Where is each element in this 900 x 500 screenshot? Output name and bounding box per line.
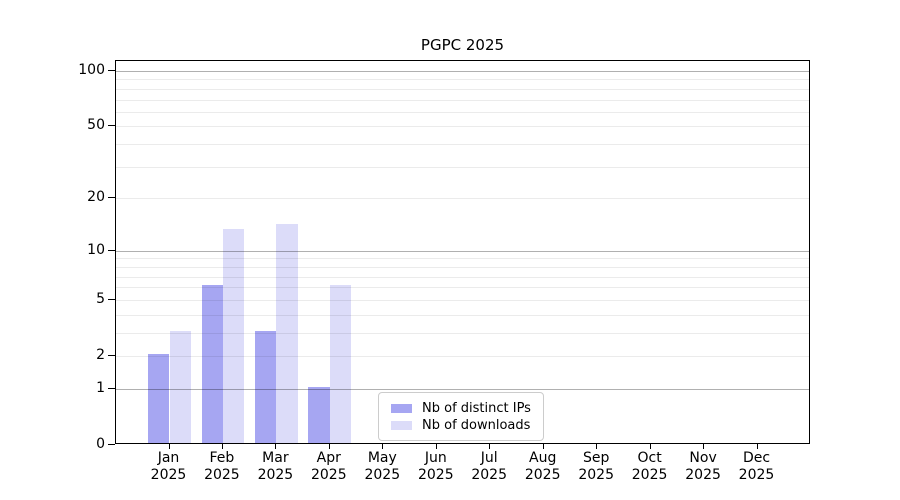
x-tick-mark [382,444,384,449]
y-tick-mark [108,70,115,71]
x-tick-mark [756,444,758,449]
bar-nb-of-distinct-ips-feb [201,285,223,443]
y-tick-mark [108,444,115,445]
bar-nb-of-downloads-mar [276,223,298,443]
y-tick-mark [108,249,115,251]
x-tick-label: Apr 2025 [310,450,347,483]
gridline-minor [116,99,809,101]
y-tick-label: 2 [96,347,105,363]
x-tick-mark [596,444,598,449]
gridline-minor [116,276,809,278]
y-tick-label: 50 [87,117,105,134]
y-tick-label: 5 [96,290,105,307]
y-tick-label: 20 [87,189,105,206]
legend-row: Nb of distinct IPs [385,400,535,416]
gridline-minor [116,88,809,90]
x-tick-mark [542,444,544,449]
gridline-major [116,250,809,252]
gridline-minor [116,79,809,81]
gridline-minor [116,144,809,146]
x-tick-label: Jul 2025 [471,450,507,483]
bar-nb-of-downloads-apr [329,285,352,443]
gridline-minor [116,111,809,113]
legend-row: Nb of downloads [385,417,535,433]
legend-swatch [391,420,412,430]
bar-nb-of-distinct-ips-jan [148,354,170,443]
gridline-major [116,71,809,72]
y-tick-mark [108,387,115,389]
x-tick-label: Oct 2025 [631,450,668,483]
x-tick-mark [703,444,705,449]
x-tick-mark [489,444,491,449]
plot-area [115,60,810,444]
y-tick-label: 0 [96,436,105,452]
gridline-minor [116,198,809,200]
x-tick-mark [435,444,437,449]
y-tick-mark [108,298,115,300]
x-tick-label: Nov 2025 [685,450,721,483]
chart-title: PGPC 2025 [420,36,505,54]
y-tick-label: 10 [87,241,105,258]
x-tick-label: Mar 2025 [257,450,294,483]
bar-nb-of-downloads-jan [169,330,191,443]
x-tick-label: Sep 2025 [578,450,614,483]
x-tick-label: Feb 2025 [204,450,240,483]
y-tick-label: 100 [78,62,105,78]
bar-nb-of-distinct-ips-mar [255,330,277,443]
x-tick-label: Aug 2025 [524,450,561,483]
x-tick-label: May 2025 [364,450,401,483]
x-tick-mark [328,444,330,449]
x-tick-label: Dec 2025 [738,450,775,483]
bar-nb-of-distinct-ips-apr [308,386,330,443]
x-tick-mark [649,444,651,449]
y-tick-mark [108,355,115,356]
legend-label: Nb of distinct IPs [422,400,531,416]
x-tick-label: Jan 2025 [150,450,187,483]
x-tick-mark [168,444,170,449]
bar-nb-of-downloads-feb [222,229,245,443]
legend-label: Nb of downloads [422,417,531,433]
gridline-minor [116,266,809,268]
y-tick-mark [108,197,115,199]
legend-swatch [391,403,412,413]
legend: Nb of distinct IPs Nb of downloads [378,392,544,441]
x-tick-mark [221,444,223,449]
x-tick-label: Jun 2025 [417,450,454,483]
gridline-minor [116,126,809,128]
gridline-minor [116,258,809,260]
gridline-minor [116,166,809,168]
y-tick-label: 1 [96,379,105,396]
y-tick-mark [108,125,115,127]
x-tick-mark [275,444,277,449]
